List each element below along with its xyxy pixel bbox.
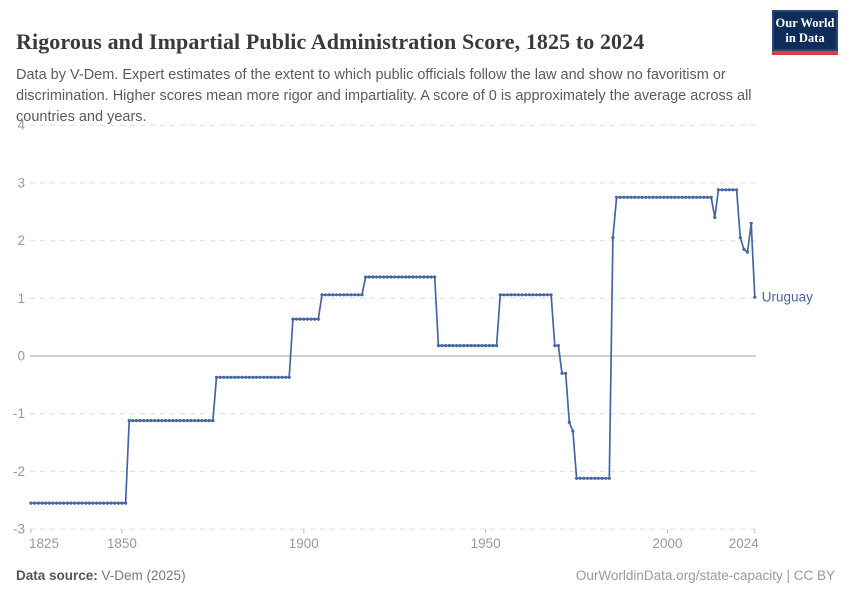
svg-text:3: 3 — [17, 175, 25, 190]
line-chart-svg[interactable]: 4 3 2 1 0 -1 -2 -3 1825 1850 1900 1950 2000 2024 Urugu… — [0, 110, 850, 580]
svg-text:2024: 2024 — [729, 536, 760, 551]
owid-logo-line1: Our World — [775, 16, 835, 31]
chart-title: Rigorous and Impartial Public Administra… — [16, 28, 645, 54]
chart-subtitle: Data by V-Dem. Expert estimates of the e… — [16, 66, 752, 125]
owid-credit-link[interactable]: OurWorldinData.org/state-capacity | CC B… — [575, 568, 835, 583]
data-source: Data source: V-Dem (2025) — [16, 568, 186, 583]
data-source-value: V-Dem (2025) — [97, 568, 186, 583]
svg-text:-1: -1 — [13, 406, 25, 421]
y-axis-labels: 4 3 2 1 0 -1 -2 -3 — [13, 118, 26, 537]
uruguay-data-points — [29, 188, 757, 505]
owid-logo-line2: in Data — [785, 30, 825, 45]
svg-text:1825: 1825 — [29, 536, 59, 551]
x-axis: 1825 1850 1900 1950 2000 2024 — [29, 529, 759, 551]
uruguay-line-series[interactable] — [31, 188, 756, 504]
gridlines — [30, 124, 756, 530]
chart-footer: Data source: V-Dem (2025) OurWorldinData… — [0, 563, 850, 593]
svg-text:1850: 1850 — [107, 536, 137, 551]
svg-text:-3: -3 — [13, 522, 25, 537]
svg-text:1900: 1900 — [289, 536, 319, 551]
svg-text:-2: -2 — [13, 464, 25, 479]
svg-text:0: 0 — [17, 349, 25, 364]
line-chart[interactable]: 4 3 2 1 0 -1 -2 -3 1825 1850 1900 1950 2000 2024 Urugu… — [0, 110, 850, 580]
entity-label-uruguay[interactable]: Uruguay — [762, 290, 813, 305]
svg-text:1950: 1950 — [471, 536, 501, 551]
svg-text:1: 1 — [17, 291, 25, 306]
owid-logo[interactable]: Our World in Data — [772, 10, 838, 55]
svg-text:2: 2 — [17, 233, 25, 248]
svg-text:2000: 2000 — [652, 536, 682, 551]
svg-text:4: 4 — [17, 118, 25, 133]
data-source-label: Data source: — [16, 568, 98, 583]
